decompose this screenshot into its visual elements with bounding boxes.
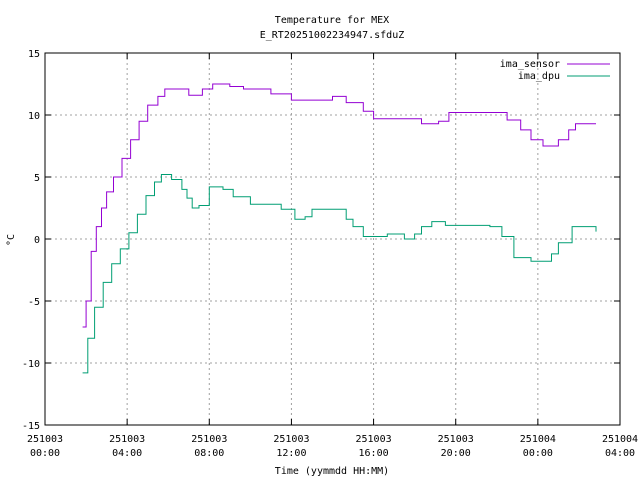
x-tick-time-label: 20:00 — [441, 448, 471, 459]
x-tick-time-label: 00:00 — [523, 448, 553, 459]
chart-title: Temperature for MEX — [275, 15, 389, 26]
legend-label-ima_sensor: ima_sensor — [500, 59, 560, 70]
y-tick-label: 5 — [34, 173, 40, 184]
series-layer — [82, 83, 597, 374]
x-tick-date-label: 251004 — [520, 434, 556, 445]
y-axis-label: °C — [6, 234, 17, 246]
y-tick-label: -5 — [28, 297, 40, 308]
x-tick-date-label: 251003 — [356, 434, 392, 445]
legend-label-ima_dpu: ima_dpu — [518, 71, 560, 82]
x-tick-time-label: 08:00 — [194, 448, 224, 459]
x-tick-time-label: 00:00 — [30, 448, 60, 459]
grid-lines — [45, 53, 620, 425]
x-tick-date-label: 251003 — [109, 434, 145, 445]
y-tick-label: 15 — [28, 49, 40, 60]
x-tick-date-label: 251003 — [27, 434, 63, 445]
axis-ticks: 15 10 5 0 -5 -10 -15 251003 00:00 251003 04:00 2510… — [22, 49, 638, 459]
y-tick-label: 10 — [28, 111, 40, 122]
x-tick-time-label: 04:00 — [112, 448, 142, 459]
x-tick-time-label: 12:00 — [276, 448, 306, 459]
y-tick-label: -15 — [22, 421, 40, 432]
x-tick-date-label: 251003 — [191, 434, 227, 445]
chart-subtitle: E_RT20251002234947.sfduZ — [260, 30, 405, 41]
x-tick-time-label: 04:00 — [605, 448, 635, 459]
series-line-ima_sensor — [82, 83, 596, 328]
x-tick-date-label: 251004 — [602, 434, 638, 445]
y-tick-label: 0 — [34, 235, 40, 246]
y-tick-label: -10 — [22, 359, 40, 370]
series-line-ima_dpu — [82, 174, 597, 374]
x-axis-label: Time (yymmdd HH:MM) — [275, 466, 389, 477]
x-tick-time-label: 16:00 — [359, 448, 389, 459]
x-tick-date-label: 251003 — [438, 434, 474, 445]
x-tick-date-label: 251003 — [273, 434, 309, 445]
